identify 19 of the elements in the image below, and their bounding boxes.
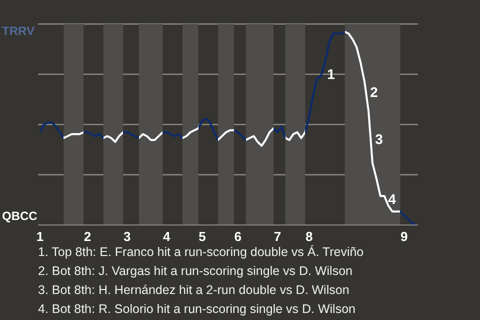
- text: 1. Top 8th: E. Franco hit a run-scoring double vs Á. Treviño: [38, 244, 365, 261]
- annotation: 4: [387, 190, 397, 208]
- annotation: 2: [369, 83, 379, 101]
- x-tick-label: 5: [198, 229, 206, 244]
- annotation: 3: [374, 130, 384, 148]
- x-tick-label: 8: [306, 229, 313, 244]
- text: QBCC: [2, 209, 38, 223]
- text: 2. Bot 8th: J. Vargas hit a run-scoring single vs D. Wilson: [38, 263, 354, 280]
- text: 3. Bot 8th: H. Hernández hit a 2-run double vs D. Wilson: [38, 282, 350, 299]
- text: TRRV: [2, 24, 34, 38]
- x-tick-label: 1: [36, 229, 44, 244]
- x-tick-label: 6: [234, 229, 242, 244]
- annotation: 1: [326, 65, 336, 83]
- x-tick-label: 3: [123, 229, 131, 244]
- x-tick-label: 7: [274, 229, 282, 244]
- x-tick-label: 9: [400, 229, 408, 244]
- text: 4. Bot 8th: R. Solorio hit a run-scoring single vs D. Wilson: [38, 301, 356, 318]
- x-tick-label: 4: [163, 229, 172, 244]
- x-tick-label: 2: [84, 229, 92, 244]
